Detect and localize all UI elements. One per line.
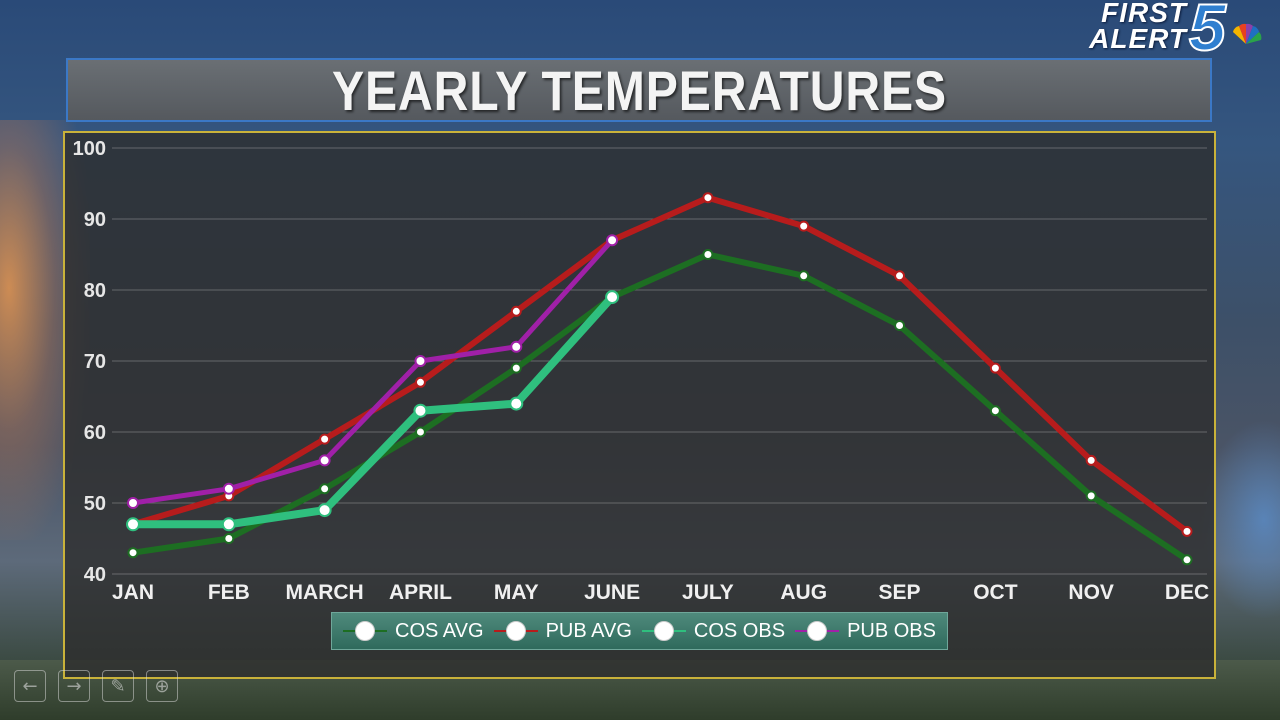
- legend-item-cos-obs: COS OBS: [641, 619, 786, 643]
- x-tick-label: MAY: [494, 581, 539, 604]
- y-tick-label: 60: [84, 422, 106, 444]
- logo-number: 5: [1188, 0, 1227, 64]
- legend-label-cos-obs: COS OBS: [693, 619, 786, 642]
- y-tick-label: 40: [84, 564, 106, 586]
- legend-item-pub-avg: PUB AVG: [493, 619, 632, 643]
- legend-swatch-cos-avg: [343, 621, 387, 641]
- x-tick-label: FEB: [208, 581, 250, 604]
- pen-icon[interactable]: ✎: [102, 670, 134, 702]
- x-tick-label: SEP: [879, 581, 921, 604]
- chart-legend: COS AVG PUB AVG COS OBS PUB OBS: [331, 612, 948, 650]
- x-tick-label: DEC: [1165, 581, 1209, 604]
- data-point-cos-avg: [798, 270, 810, 282]
- zoom-icon[interactable]: ⊕: [146, 670, 178, 702]
- x-tick-label: MARCH: [286, 581, 364, 604]
- x-tick-label: JULY: [682, 581, 734, 604]
- data-point-cos-avg: [223, 533, 235, 544]
- series-line-cos-obs: [129, 293, 617, 529]
- chart-title: YEARLY TEMPERATURES: [331, 58, 947, 122]
- data-point-pub-avg: [1181, 525, 1193, 537]
- y-tick-label: 70: [84, 351, 106, 373]
- data-point-pub-obs: [510, 340, 523, 353]
- x-tick-label: NOV: [1068, 581, 1114, 604]
- data-point-cos-obs: [413, 403, 428, 418]
- data-point-cos-avg: [989, 405, 1001, 417]
- data-point-cos-obs: [509, 396, 524, 411]
- legend-label-cos-avg: COS AVG: [395, 619, 484, 642]
- data-point-pub-obs: [606, 234, 619, 247]
- legend-swatch-cos-obs: [641, 621, 686, 641]
- logo-line1: FIRST: [1101, 0, 1187, 28]
- data-point-cos-avg: [510, 362, 522, 374]
- y-tick-label: 80: [84, 280, 106, 302]
- legend-swatch-pub-avg: [493, 621, 538, 641]
- y-tick-label: 50: [84, 493, 106, 515]
- x-tick-label: JAN: [112, 581, 154, 604]
- data-point-cos-avg: [1085, 490, 1097, 502]
- legend-item-cos-avg: COS AVG: [343, 620, 484, 643]
- x-tick-label: AUG: [780, 581, 827, 604]
- logo-text: FIRST ALERT: [1057, 0, 1187, 54]
- data-point-cos-avg: [127, 547, 139, 559]
- legend-item-pub-obs: PUB OBS: [795, 620, 936, 643]
- chart-panel: [63, 131, 1216, 679]
- series-line-pub-obs: [130, 237, 615, 506]
- data-point-cos-avg: [894, 320, 906, 331]
- data-point-pub-avg: [702, 192, 714, 204]
- data-point-cos-avg: [1181, 554, 1193, 566]
- x-tick-label: OCT: [973, 581, 1018, 604]
- data-point-cos-obs: [605, 290, 620, 305]
- legend-label-pub-obs: PUB OBS: [847, 619, 936, 642]
- data-point-pub-obs: [318, 454, 331, 467]
- y-tick-label: 100: [73, 138, 106, 160]
- data-point-cos-obs: [126, 517, 140, 532]
- data-point-pub-avg: [319, 433, 331, 445]
- data-point-cos-avg: [319, 483, 331, 495]
- title-bar: YEARLY TEMPERATURES: [66, 58, 1212, 122]
- station-logo: FIRST ALERT 5: [1057, 0, 1272, 64]
- playback-controls: ← → ✎ ⊕: [14, 670, 190, 702]
- series-line-cos-avg: [130, 251, 1190, 563]
- logo-line2: ALERT: [1089, 23, 1187, 54]
- legend-swatch-pub-obs: [795, 621, 840, 641]
- data-point-pub-obs: [127, 497, 139, 509]
- data-point-pub-avg: [414, 376, 426, 388]
- data-point-cos-avg: [702, 249, 714, 260]
- back-arrow-icon[interactable]: ←: [14, 670, 46, 702]
- x-tick-label: APRIL: [389, 581, 452, 604]
- data-point-pub-avg: [798, 220, 810, 232]
- series-line-pub-avg: [130, 194, 1190, 535]
- x-tick-label: JUNE: [584, 581, 640, 604]
- data-point-pub-avg: [1085, 454, 1097, 466]
- data-point-cos-obs: [317, 503, 332, 518]
- legend-label-pub-avg: PUB AVG: [545, 619, 632, 642]
- data-point-pub-avg: [894, 270, 906, 282]
- data-point-pub-avg: [989, 362, 1001, 374]
- y-tick-label: 90: [84, 209, 106, 231]
- data-point-cos-obs: [221, 517, 236, 532]
- data-point-pub-obs: [414, 355, 427, 367]
- data-point-pub-avg: [510, 305, 522, 317]
- peacock-icon: [1233, 23, 1262, 44]
- data-point-cos-avg: [414, 426, 426, 438]
- forward-arrow-icon[interactable]: →: [58, 670, 90, 702]
- data-point-pub-obs: [222, 482, 235, 495]
